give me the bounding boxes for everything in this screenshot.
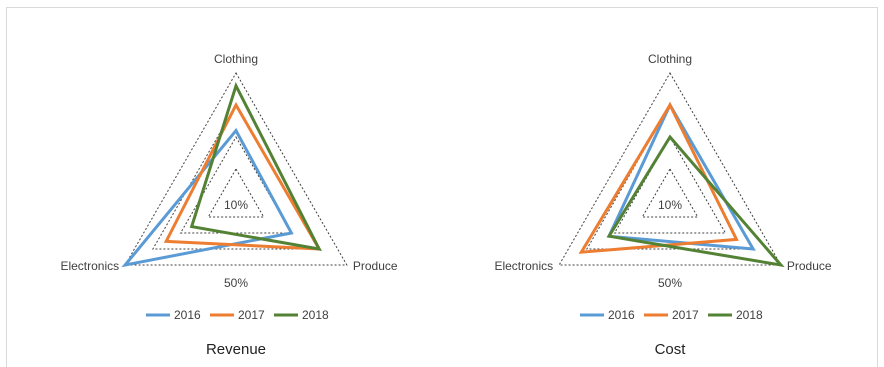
legend-label: 2018: [736, 308, 763, 322]
category-label: Clothing: [648, 52, 692, 66]
series-2017: [163, 101, 322, 251]
legend-label: 2017: [672, 308, 699, 322]
category-label: Produce: [787, 259, 832, 273]
category-label: Produce: [353, 259, 398, 273]
category-label: Clothing: [214, 52, 258, 66]
legend-label: 2017: [238, 308, 265, 322]
grid-ring: [585, 103, 755, 250]
grid-ring: [124, 72, 348, 266]
legend-label: 2016: [174, 308, 201, 322]
legend-label: 2018: [302, 308, 329, 322]
category-label: Electronics: [60, 259, 119, 273]
tick-label: 50%: [224, 276, 248, 290]
grid-ring: [613, 135, 727, 234]
grid-ring: [179, 136, 293, 234]
chart-title: Revenue: [206, 341, 266, 358]
series-2016: [121, 127, 294, 268]
radar-chart-cost: 10% 50% Clothing Produce Electronics 2016 2017…: [494, 52, 831, 358]
series-2018: [189, 81, 322, 251]
tick-label: 10%: [224, 198, 248, 212]
grid-ring: [151, 103, 321, 250]
category-label: Electronics: [494, 259, 553, 273]
chart-title: Cost: [655, 341, 687, 358]
series-2018: [606, 134, 785, 268]
legend-label: 2016: [608, 308, 635, 322]
tick-label: 50%: [658, 276, 682, 290]
tick-label: 10%: [658, 198, 682, 212]
chart-frame: [6, 7, 878, 367]
radar-chart-revenue: 10% 50% Clothing Produce Electronics 2016 2017…: [60, 52, 397, 358]
grid-ring: [558, 72, 782, 266]
